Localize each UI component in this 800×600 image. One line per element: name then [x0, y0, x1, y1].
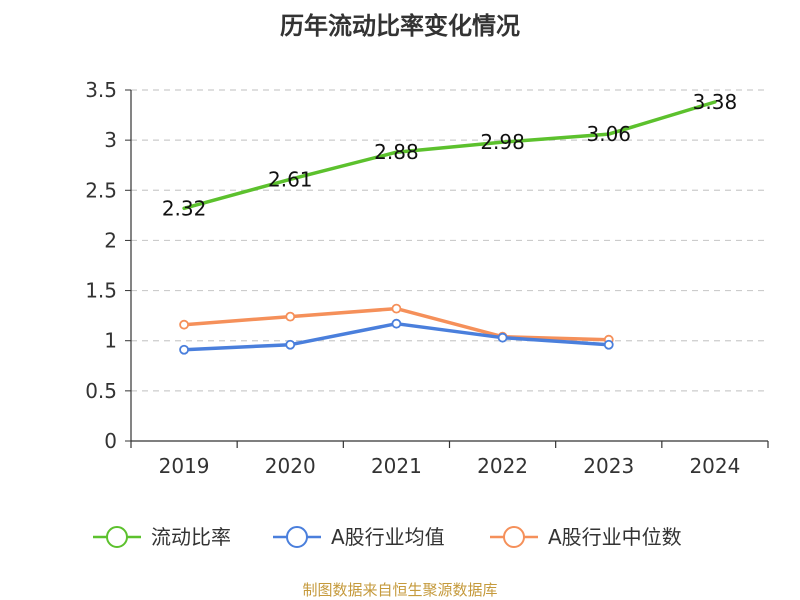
legend-item: A股行业均值: [273, 525, 445, 549]
legend-item: A股行业中位数: [490, 525, 682, 549]
legend: 流动比率 A股行业均值 A股行业中位数: [93, 525, 682, 549]
x-tick-label: 2020: [265, 454, 316, 478]
y-tick-label: 1.5: [85, 279, 117, 303]
legend-label: A股行业均值: [331, 525, 445, 549]
grid-lines: [131, 89, 768, 392]
data-point: [497, 332, 508, 343]
data-label: 2.98: [480, 130, 525, 154]
x-tick-label: 2019: [159, 454, 210, 478]
data-labels: 2.32 2.61 2.88 2.98 3.06 3.38: [162, 90, 737, 220]
data-point: [285, 339, 296, 350]
data-label: 2.88: [374, 140, 419, 164]
chart-title: 历年流动比率变化情况: [280, 12, 520, 40]
legend-marker: [503, 526, 525, 548]
y-tick-label: 1: [104, 329, 117, 353]
data-point: [179, 344, 189, 355]
axes: 0 0.5 1 1.5 2 2.5 3 3.5 2019 2020 2021 2022 2023 2024: [85, 78, 769, 478]
data-point: [391, 318, 402, 329]
y-tick-label: 2: [104, 228, 117, 252]
legend-label: 流动比率: [151, 525, 231, 549]
y-tick-label: 0: [104, 429, 117, 453]
data-point: [179, 319, 189, 330]
data-point: [603, 339, 614, 350]
legend-label: A股行业中位数: [548, 525, 682, 549]
data-label: 3.06: [586, 122, 631, 146]
legend-item: 流动比率: [93, 525, 231, 549]
y-tick-label: 2.5: [85, 178, 117, 202]
data-label: 2.32: [162, 196, 207, 220]
data-point: [285, 311, 296, 322]
data-label: 2.61: [268, 167, 313, 191]
data-point: [391, 303, 402, 314]
y-tick-label: 0.5: [85, 379, 117, 403]
data-label: 3.38: [693, 90, 738, 114]
x-tick-label: 2024: [689, 454, 740, 478]
x-tick-label: 2022: [477, 454, 528, 478]
x-tick-label: 2021: [371, 454, 422, 478]
y-tick-label: 3: [104, 128, 117, 152]
y-tick-label: 3.5: [85, 78, 117, 102]
legend-marker: [286, 526, 308, 548]
x-tick-label: 2023: [583, 454, 634, 478]
legend-marker: [106, 526, 128, 548]
source-note: 制图数据来自恒生聚源数据库: [302, 581, 497, 599]
series-line-0: [182, 100, 717, 211]
series-group: [179, 100, 717, 355]
